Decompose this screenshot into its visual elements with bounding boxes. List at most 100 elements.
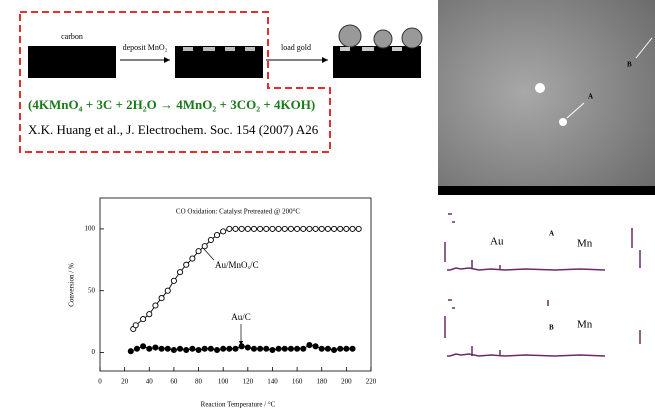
data-point [140,316,147,323]
data-point [132,322,139,329]
data-point [263,225,270,232]
data-point [226,345,233,352]
data-point [300,225,307,232]
pointer [635,37,653,59]
data-point [275,225,282,232]
data-point [164,345,171,352]
data-point [244,225,251,232]
data-point [281,345,288,352]
data-point [220,228,227,235]
spectrum-label: B [549,324,554,332]
data-point [170,277,177,284]
data-point [207,345,214,352]
data-point [127,348,134,355]
point-label: A [588,93,593,101]
data-point [146,311,153,318]
annotation: Au/MnOₓ/C [215,260,259,270]
pointer [566,102,585,119]
data-point [330,225,338,232]
data-point [146,345,153,352]
data-point [152,344,159,351]
data-point [232,225,239,232]
data-point [257,225,264,232]
data-point [133,345,141,352]
data-point [207,236,214,244]
data-point [343,345,350,352]
data-point [343,225,350,232]
data-point [177,345,184,352]
x-axis-label: Reaction Temperature / °C [201,401,276,409]
gold-block [333,46,421,78]
arrowhead [164,57,170,63]
data-point [300,345,307,352]
data-point [189,255,196,262]
data-point [269,225,276,232]
data-point [349,225,356,232]
data-point [244,344,251,351]
data-point [318,225,325,232]
data-point [250,345,258,352]
micrograph [438,0,655,186]
spectrum-label: Au [490,236,504,248]
step-label: carbon [61,32,83,41]
annotation: Au/C [231,312,251,322]
data-point [318,345,325,352]
data-point [324,225,331,232]
equation: (4KMnO₄ + 3C + 2H₂O → 4MnO₂ + 3CO₂ + 4KO… [28,97,315,112]
data-point [275,345,282,352]
data-point [183,346,190,354]
data-point [189,345,196,352]
x-tick-label: 40 [146,378,154,386]
data-point [164,287,171,294]
data-point [306,225,313,232]
data-point [220,345,227,352]
data-point [281,225,288,232]
annotation-arrow [202,247,215,261]
data-point [232,345,239,352]
data-point [294,345,301,352]
x-tick-label: 160 [292,378,303,386]
data-point [330,346,338,354]
data-point [349,345,356,352]
spectrum [444,213,641,357]
y-tick-label: 100 [85,225,96,233]
data-point [238,343,245,350]
data-point [152,302,159,309]
data-point [337,225,344,232]
x-tick-label: 120 [243,378,254,386]
mno2-block [175,46,263,78]
x-tick-label: 100 [218,378,229,386]
x-tick-label: 200 [341,378,352,386]
x-tick-label: 0 [98,378,102,386]
data-point [287,225,294,232]
plot-frame [99,197,372,372]
data-point [177,269,184,276]
dashed-frame [19,11,331,153]
data-point [140,343,147,350]
data-point [269,346,276,354]
data-point [226,225,233,232]
data-point [294,225,301,232]
arrowhead [322,57,328,63]
gold-particles [338,24,423,49]
carbon-block [28,46,116,78]
spectrum-label: A [549,230,554,238]
x-tick-label: 60 [170,378,178,386]
chart: CO Oxidation: Catalyst Pretreated @ 200°… [68,197,377,409]
data-point [213,346,221,354]
step-label: load gold [281,43,311,52]
data-point [195,346,202,354]
data-point [201,345,208,352]
reference: X.K. Huang et al., J. Electrochem. Soc. … [28,122,319,137]
spectrum-label: Mn [577,238,593,250]
data-point [263,345,270,352]
data-point [257,345,264,352]
x-tick-label: 140 [267,378,278,386]
data-point [158,345,165,352]
data-point [183,261,190,268]
mno2-patches [340,47,402,51]
mno2-patches [183,47,255,51]
point-label: B [627,61,632,69]
data-point [238,225,245,232]
